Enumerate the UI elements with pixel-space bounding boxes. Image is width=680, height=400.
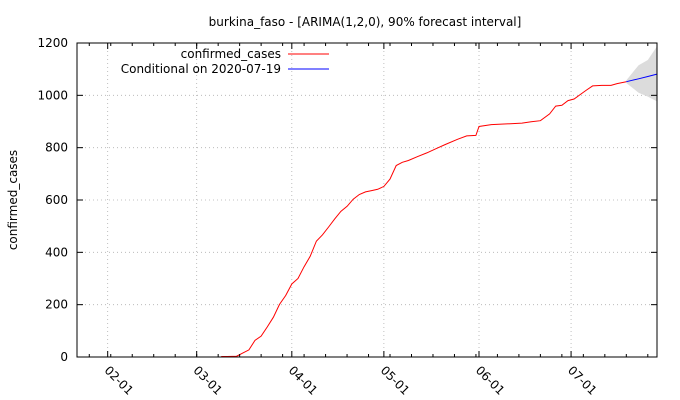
forecast-interval-layer: [626, 46, 657, 102]
y-tick-label: 200: [45, 298, 68, 312]
y-tick-label: 1200: [37, 36, 68, 50]
series-line-confirmed-cases: [221, 81, 627, 357]
forecast-interval-band: [626, 46, 657, 102]
legend-label-conditional: Conditional on 2020-07-19: [121, 62, 281, 76]
legend-label-confirmed-cases: confirmed_cases: [181, 47, 281, 61]
y-tick-label: 600: [45, 193, 68, 207]
legend: confirmed_cases Conditional on 2020-07-1…: [121, 47, 329, 76]
y-axis-label: confirmed_cases: [6, 150, 20, 250]
chart-title: burkina_faso - [ARIMA(1,2,0), 90% foreca…: [209, 15, 522, 29]
series-line-forecast: [626, 73, 658, 83]
series-layer: [221, 73, 658, 357]
y-tick-label: 400: [45, 245, 68, 259]
y-tick-label: 0: [60, 350, 68, 364]
y-tick-label: 800: [45, 141, 68, 155]
y-tick-label: 1000: [37, 88, 68, 102]
